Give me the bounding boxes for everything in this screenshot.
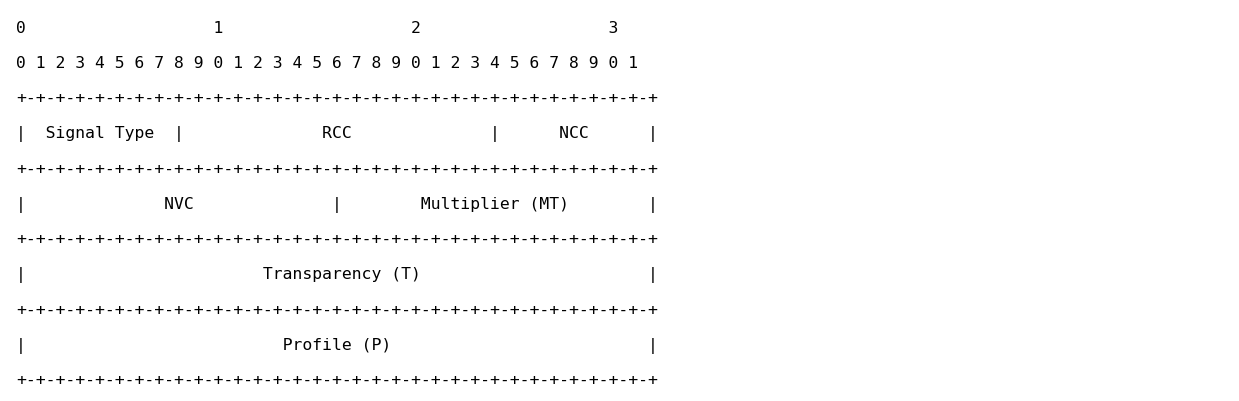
Text: |  Signal Type  |              RCC              |      NCC      |: | Signal Type | RCC | NCC | bbox=[16, 126, 658, 142]
Text: +-+-+-+-+-+-+-+-+-+-+-+-+-+-+-+-+-+-+-+-+-+-+-+-+-+-+-+-+-+-+-+-+: +-+-+-+-+-+-+-+-+-+-+-+-+-+-+-+-+-+-+-+-… bbox=[16, 91, 658, 106]
Text: +-+-+-+-+-+-+-+-+-+-+-+-+-+-+-+-+-+-+-+-+-+-+-+-+-+-+-+-+-+-+-+-+: +-+-+-+-+-+-+-+-+-+-+-+-+-+-+-+-+-+-+-+-… bbox=[16, 232, 658, 247]
Text: +-+-+-+-+-+-+-+-+-+-+-+-+-+-+-+-+-+-+-+-+-+-+-+-+-+-+-+-+-+-+-+-+: +-+-+-+-+-+-+-+-+-+-+-+-+-+-+-+-+-+-+-+-… bbox=[16, 373, 658, 389]
Text: +-+-+-+-+-+-+-+-+-+-+-+-+-+-+-+-+-+-+-+-+-+-+-+-+-+-+-+-+-+-+-+-+: +-+-+-+-+-+-+-+-+-+-+-+-+-+-+-+-+-+-+-+-… bbox=[16, 303, 658, 318]
Text: |              NVC              |        Multiplier (MT)        |: | NVC | Multiplier (MT) | bbox=[16, 196, 658, 213]
Text: |                          Profile (P)                          |: | Profile (P) | bbox=[16, 338, 658, 354]
Text: 0                   1                   2                   3: 0 1 2 3 bbox=[16, 20, 618, 36]
Text: 0 1 2 3 4 5 6 7 8 9 0 1 2 3 4 5 6 7 8 9 0 1 2 3 4 5 6 7 8 9 0 1: 0 1 2 3 4 5 6 7 8 9 0 1 2 3 4 5 6 7 8 9 … bbox=[16, 56, 638, 71]
Text: |                        Transparency (T)                       |: | Transparency (T) | bbox=[16, 267, 658, 283]
Text: +-+-+-+-+-+-+-+-+-+-+-+-+-+-+-+-+-+-+-+-+-+-+-+-+-+-+-+-+-+-+-+-+: +-+-+-+-+-+-+-+-+-+-+-+-+-+-+-+-+-+-+-+-… bbox=[16, 162, 658, 177]
